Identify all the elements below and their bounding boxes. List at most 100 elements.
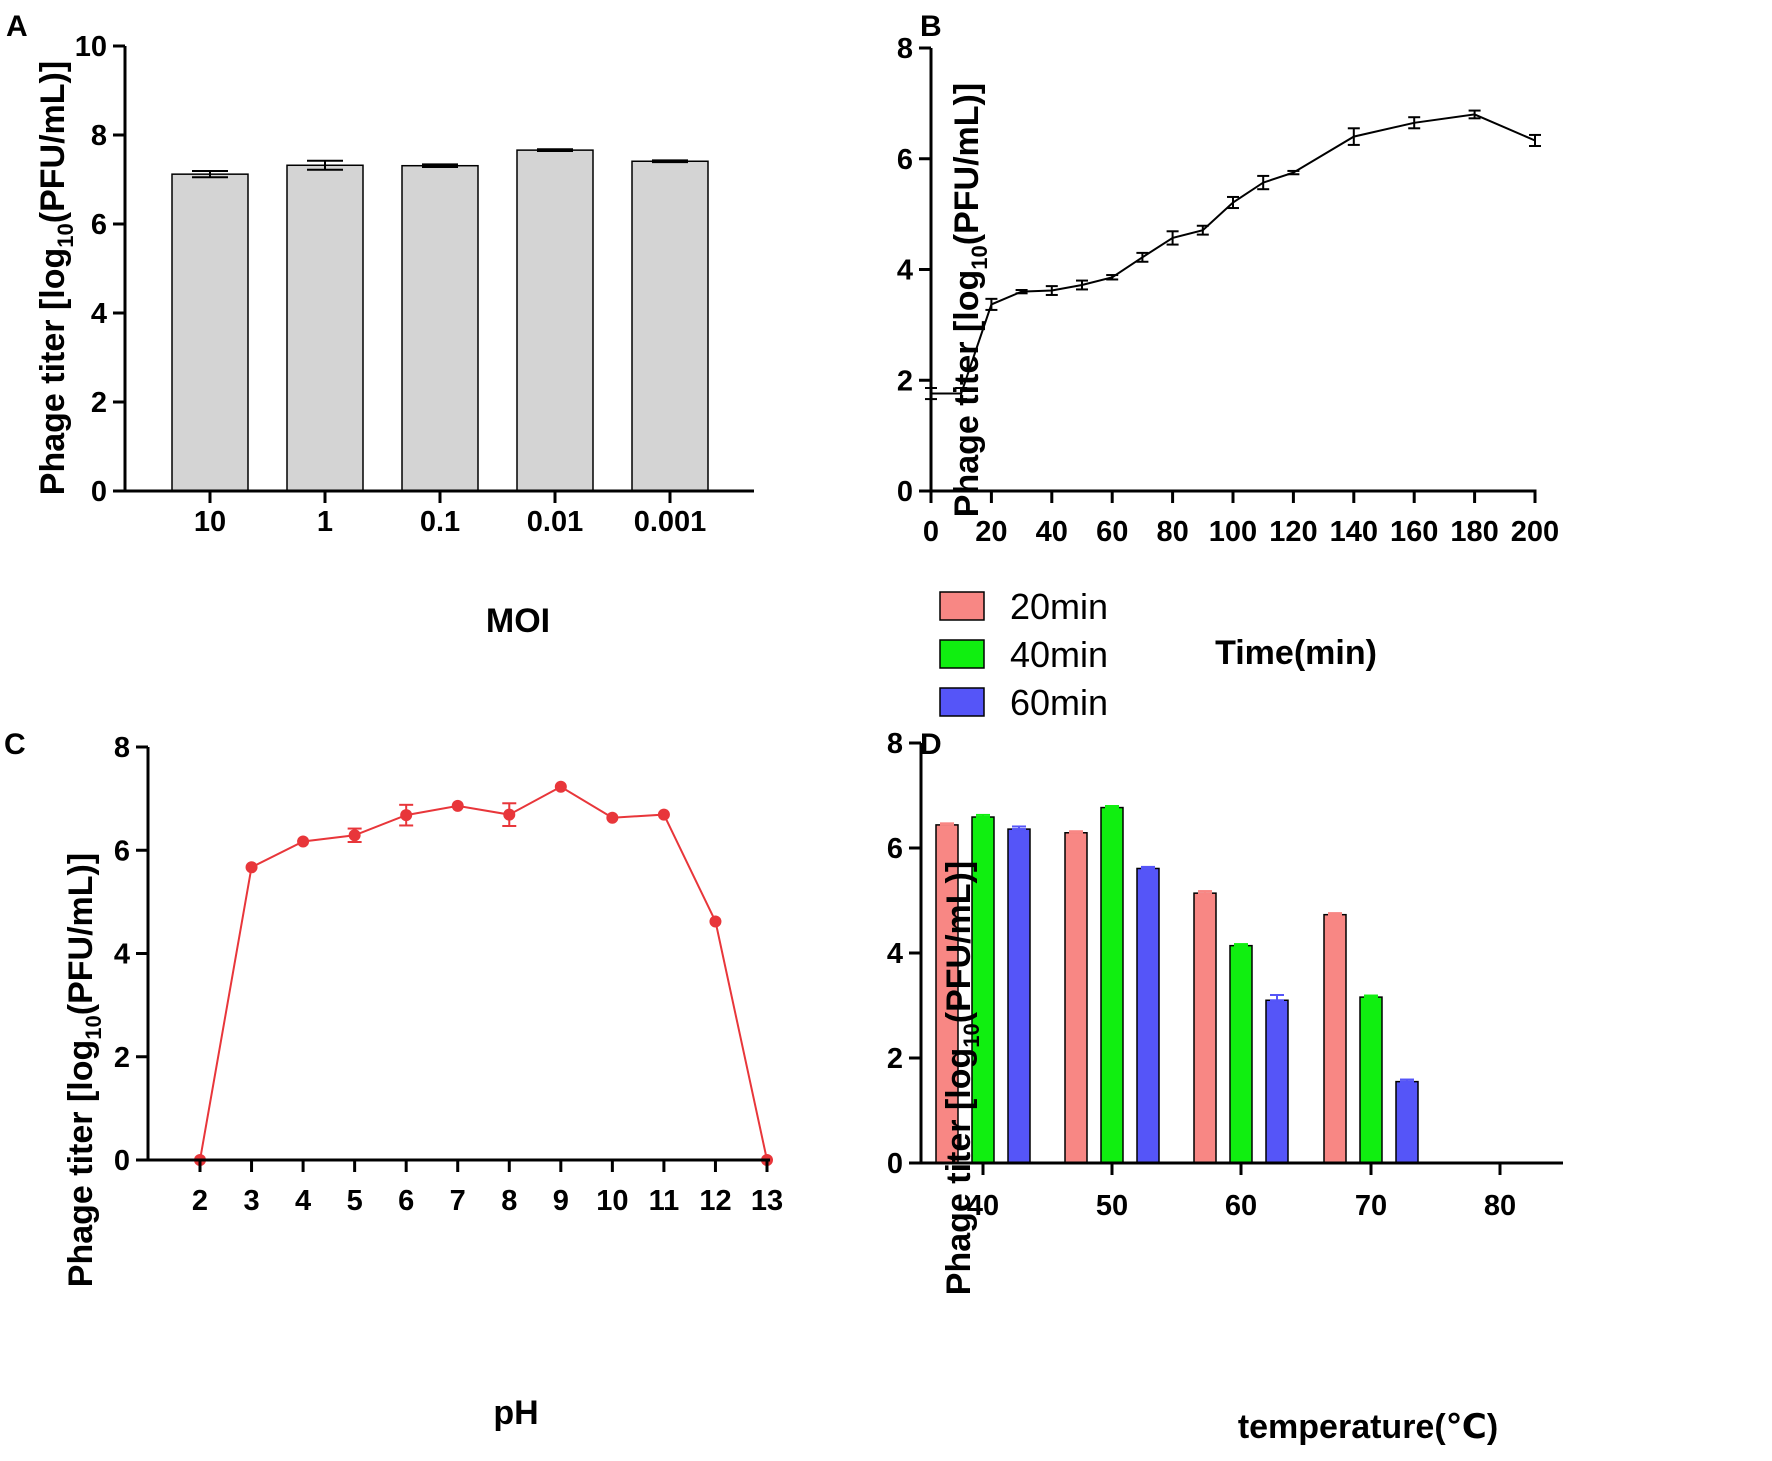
x-tick-label: 80 (1156, 516, 1188, 548)
y-tick-label: 6 (114, 835, 130, 867)
x-tick-label: 0.01 (527, 506, 583, 538)
x-tick-label: 4 (295, 1185, 311, 1217)
x-tick-label: 180 (1450, 516, 1498, 548)
x-tick-label: 140 (1330, 516, 1378, 548)
x-tick-label: 60 (1096, 516, 1128, 548)
bar (286, 164, 364, 492)
data-point (554, 780, 567, 793)
panel-c: C 0 2 4 6 8 2 3 4 5 6 7 8 9 10 11 12 13 pH Phage titer [… (4, 728, 783, 1432)
panel-a-letter: A (6, 10, 28, 43)
bar-40min (1100, 806, 1124, 1164)
x-tick-label: 12 (699, 1185, 731, 1217)
bar (401, 164, 479, 492)
bar-60min (1007, 828, 1031, 1164)
legend-label-60min: 60min (1010, 682, 1108, 723)
data-point (657, 808, 670, 821)
x-tick-label: 70 (1355, 1190, 1387, 1222)
y-tick-label: 4 (91, 298, 107, 330)
y-tick-label: 0 (114, 1145, 130, 1177)
y-tick-label: 0 (91, 476, 107, 508)
x-tick-label: 200 (1511, 516, 1559, 548)
x-tick-label: 10 (596, 1185, 628, 1217)
y-tick-label: 6 (897, 144, 913, 176)
x-tick-label: 40 (967, 1190, 999, 1222)
x-tick-label: 7 (450, 1185, 466, 1217)
bar (516, 149, 594, 492)
x-tick-label: 0.1 (420, 506, 460, 538)
panel-d-x-title: temperature(℃) (1238, 1408, 1498, 1446)
y-tick-label: 4 (897, 255, 913, 287)
x-tick-label: 80 (1484, 1190, 1516, 1222)
bar (631, 160, 709, 492)
series-line (199, 785, 768, 1161)
bar-60min (1395, 1080, 1419, 1164)
data-point (606, 811, 619, 824)
panel-b-letter: B (920, 10, 942, 43)
data-point (503, 808, 516, 821)
panel-d-letter: D (920, 728, 942, 761)
y-tick-label: 2 (114, 1042, 130, 1074)
bar-20min (1323, 913, 1347, 1164)
panel-c-y-title: Phage titer [log10(PFU/mL)] (62, 853, 106, 1287)
panel-c-x-title: pH (493, 1394, 538, 1432)
bar-20min (1193, 892, 1217, 1164)
y-tick-label: 0 (887, 1148, 903, 1180)
y-tick-label: 0 (897, 476, 913, 508)
panel-d-y-title: Phage titer [log10(PFU/mL)] (940, 861, 984, 1295)
panel-a-y-title: Phage titer [log10(PFU/mL)] (34, 61, 78, 495)
legend-label-40min: 40min (1010, 634, 1108, 675)
legend-swatch-20min (939, 591, 985, 621)
legend-swatch-40min (939, 639, 985, 669)
x-tick-label: 3 (243, 1185, 259, 1217)
series-line (931, 113, 1536, 395)
x-tick-label: 8 (501, 1185, 517, 1217)
x-tick-label: 100 (1209, 516, 1257, 548)
panel-d: D 20min 40min 60min 0 2 4 6 8 40 50 60 70 80 tempera… (887, 586, 1563, 1446)
panel-b-x-title: Time(min) (1215, 634, 1377, 672)
x-tick-label: 120 (1269, 516, 1317, 548)
x-tick-label: 0 (923, 516, 939, 548)
x-tick-label: 6 (398, 1185, 414, 1217)
y-tick-label: 4 (887, 938, 903, 970)
y-tick-label: 8 (114, 732, 130, 764)
x-tick-label: 0.001 (634, 506, 707, 538)
bar-60min (1265, 999, 1289, 1164)
x-tick-label: 20 (975, 516, 1007, 548)
x-tick-label: 11 (649, 1185, 680, 1217)
x-tick-label: 2 (192, 1185, 208, 1217)
panel-a: A 0 2 4 6 8 10 10 1 0.1 0.01 0.001 MOI Phage titer… (6, 10, 754, 640)
x-tick-label: 13 (751, 1185, 783, 1217)
y-tick-label: 10 (75, 31, 107, 63)
bar (171, 173, 249, 492)
y-tick-label: 8 (897, 33, 913, 65)
panel-c-letter: C (4, 728, 26, 761)
x-tick-label: 10 (194, 506, 226, 538)
y-tick-label: 2 (91, 387, 107, 419)
y-tick-label: 6 (887, 833, 903, 865)
bar-20min (1064, 832, 1088, 1164)
bar-60min (1136, 867, 1160, 1164)
y-tick-label: 2 (887, 1043, 903, 1075)
y-tick-label: 2 (897, 365, 913, 397)
data-point (451, 799, 464, 812)
bar-40min (1229, 944, 1253, 1164)
legend-label-20min: 20min (1010, 586, 1108, 627)
data-point (709, 915, 722, 928)
y-tick-label: 6 (91, 209, 107, 241)
x-tick-label: 160 (1390, 516, 1438, 548)
panel-a-x-title: MOI (486, 602, 550, 640)
x-tick-label: 1 (317, 506, 333, 538)
y-tick-label: 8 (91, 120, 107, 152)
panel-b-y-title: Phage titer [log10(PFU/mL)] (948, 83, 992, 517)
legend-swatch-60min (939, 687, 985, 717)
data-point (348, 829, 361, 842)
y-tick-label: 4 (114, 939, 130, 971)
x-tick-label: 60 (1225, 1190, 1257, 1222)
x-tick-label: 50 (1096, 1190, 1128, 1222)
x-tick-label: 9 (553, 1185, 569, 1217)
data-point (297, 835, 310, 848)
y-tick-label: 8 (887, 728, 903, 760)
x-tick-label: 5 (347, 1185, 363, 1217)
